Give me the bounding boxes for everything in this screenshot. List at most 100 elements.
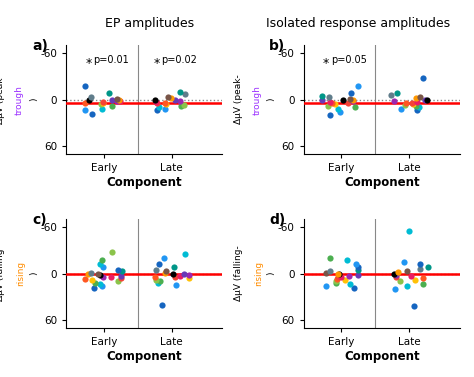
Point — [412, 103, 420, 109]
Point — [158, 302, 166, 308]
Point — [88, 110, 95, 116]
Point — [326, 112, 334, 118]
Point — [410, 101, 417, 107]
Point — [354, 264, 362, 270]
Point — [100, 101, 107, 107]
Point — [336, 271, 343, 277]
Point — [349, 98, 356, 104]
Point — [390, 271, 398, 277]
Point — [350, 285, 357, 291]
Point — [334, 106, 342, 112]
Point — [334, 274, 341, 280]
Point — [392, 274, 399, 280]
Point — [397, 106, 405, 112]
Point — [347, 90, 355, 97]
Point — [327, 268, 334, 274]
Text: b): b) — [269, 39, 285, 53]
Point — [393, 90, 401, 97]
Point — [180, 102, 187, 108]
Point — [162, 268, 170, 274]
Point — [396, 278, 403, 284]
Point — [402, 101, 410, 107]
Point — [97, 282, 104, 288]
Point — [328, 101, 336, 107]
Point — [155, 261, 163, 267]
Point — [403, 283, 411, 289]
Point — [114, 278, 121, 284]
Text: p=0.05: p=0.05 — [331, 55, 367, 65]
Point — [176, 89, 183, 95]
Point — [413, 107, 420, 113]
Text: $*$: $*$ — [322, 55, 330, 67]
Point — [151, 274, 158, 280]
Point — [408, 273, 415, 279]
Point — [337, 109, 344, 115]
Point — [98, 283, 106, 289]
Point — [411, 277, 419, 283]
Point — [181, 251, 188, 257]
Point — [326, 255, 334, 261]
Point — [115, 97, 122, 103]
Point — [96, 272, 103, 278]
Text: ΔμV (peak-: ΔμV (peak- — [0, 75, 5, 124]
Text: p=0.01: p=0.01 — [93, 55, 129, 65]
Point — [161, 101, 168, 107]
Point — [319, 93, 326, 99]
Point — [172, 97, 179, 103]
Point — [392, 286, 399, 292]
Point — [87, 94, 95, 100]
Point — [167, 95, 174, 101]
Text: c): c) — [32, 213, 46, 227]
Point — [355, 267, 362, 273]
Text: ): ) — [266, 98, 275, 101]
X-axis label: Component: Component — [107, 350, 182, 363]
Point — [415, 104, 423, 110]
Point — [152, 99, 160, 105]
Point — [337, 274, 345, 280]
Point — [105, 90, 112, 97]
Point — [161, 270, 169, 276]
Point — [117, 275, 125, 281]
Point — [98, 257, 106, 263]
Point — [332, 278, 339, 284]
Point — [94, 271, 102, 277]
Point — [100, 99, 107, 105]
Point — [181, 91, 189, 97]
Point — [331, 101, 338, 107]
Point — [327, 99, 334, 105]
Point — [419, 282, 427, 288]
Point — [424, 97, 431, 103]
Point — [161, 106, 168, 112]
Text: ): ) — [29, 98, 38, 101]
Point — [109, 97, 116, 103]
Point — [99, 106, 106, 112]
Point — [180, 271, 188, 277]
Point — [410, 303, 418, 309]
Point — [118, 273, 125, 279]
X-axis label: Component: Component — [344, 176, 419, 189]
Point — [82, 107, 89, 113]
Point — [345, 273, 353, 279]
Point — [108, 249, 116, 255]
Point — [421, 97, 429, 103]
Point — [339, 97, 347, 103]
Point — [169, 271, 176, 277]
Point — [152, 277, 159, 283]
Point — [173, 282, 180, 288]
Text: a): a) — [32, 39, 48, 53]
Text: p=0.02: p=0.02 — [161, 55, 197, 65]
Point — [392, 272, 400, 278]
Point — [100, 274, 107, 280]
Point — [154, 280, 162, 286]
Point — [346, 282, 354, 288]
Point — [416, 93, 424, 100]
Text: Isolated response amplitudes: Isolated response amplitudes — [266, 17, 450, 30]
Point — [345, 100, 352, 106]
Text: d): d) — [269, 213, 285, 227]
Text: ΔμV (peak-: ΔμV (peak- — [234, 75, 243, 124]
Point — [352, 261, 359, 267]
Point — [335, 271, 342, 277]
Point — [91, 285, 98, 291]
Point — [113, 98, 121, 104]
Point — [406, 228, 413, 234]
